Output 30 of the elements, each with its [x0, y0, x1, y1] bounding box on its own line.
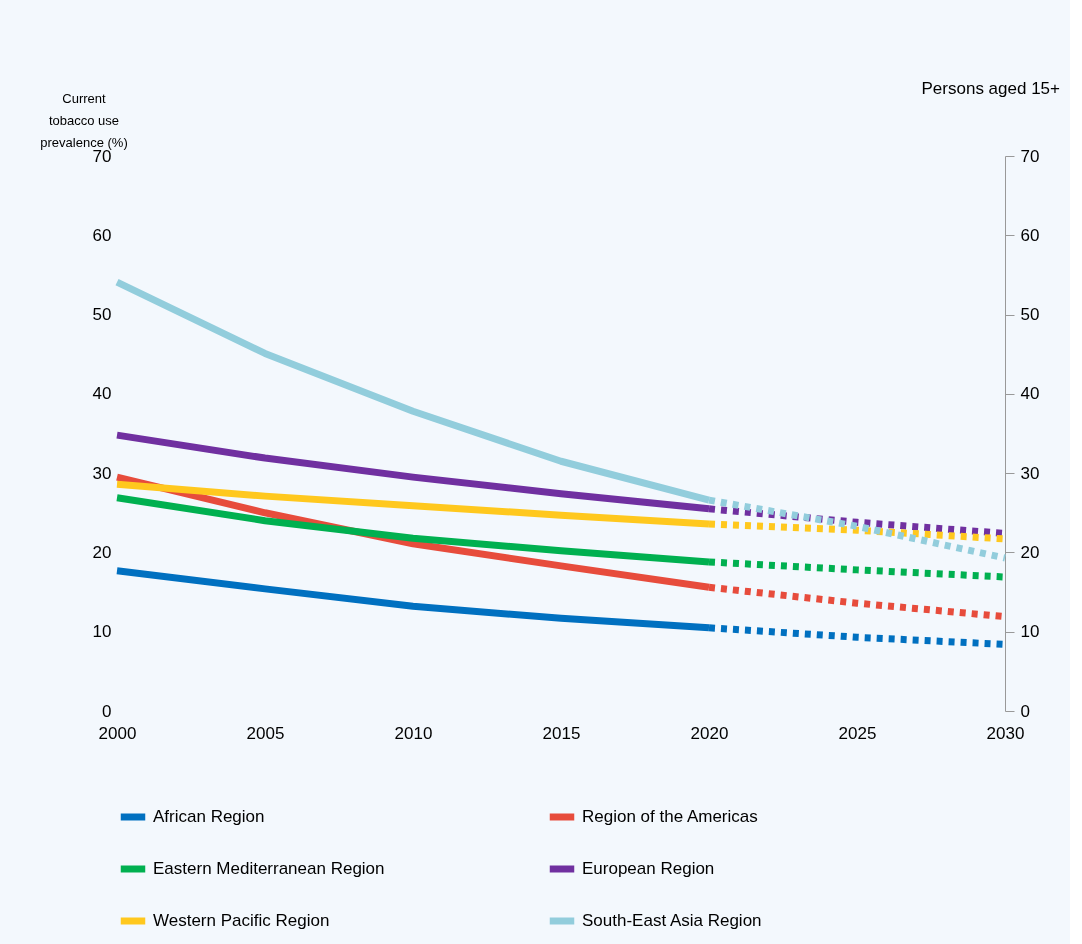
y2-tick-label: 40 — [1020, 384, 1040, 404]
y2-tick-label: 20 — [1020, 542, 1040, 562]
y-tick-label: 60 — [92, 225, 112, 245]
x-tick-label: 2000 — [98, 723, 137, 743]
y-tick-label: 20 — [92, 542, 112, 562]
y-tick-label: 40 — [92, 384, 112, 404]
y2-tick-label: 0 — [1020, 701, 1030, 721]
legend-label: Region of the Americas — [582, 807, 758, 826]
legend-label: Eastern Mediterranean Region — [153, 859, 385, 878]
x-tick-label: 2025 — [838, 723, 877, 743]
y-tick-label: 30 — [92, 463, 112, 483]
y-tick-label: 50 — [92, 305, 112, 325]
x-tick-label: 2005 — [246, 723, 285, 743]
text: Persons aged 15+ — [921, 79, 1061, 98]
legend-label: African Region — [153, 807, 265, 826]
y-tick-label: 0 — [102, 701, 112, 721]
y2-tick-label: 60 — [1020, 225, 1040, 245]
y2-tick-label: 70 — [1020, 146, 1040, 166]
y2-tick-label: 30 — [1020, 463, 1040, 483]
y2-tick-label: 10 — [1020, 622, 1040, 642]
y-tick-label: 10 — [92, 622, 112, 642]
legend-label: European Region — [582, 859, 715, 878]
legend-label: South-East Asia Region — [582, 911, 762, 930]
x-tick-label: 2020 — [690, 723, 729, 743]
x-tick-label: 2015 — [542, 723, 581, 743]
y-axis-title: Current tobacco use prevalence (%) — [40, 91, 128, 150]
x-tick-label: 2010 — [394, 723, 433, 743]
legend-label: Western Pacific Region — [153, 911, 330, 930]
y2-tick-label: 50 — [1020, 305, 1040, 325]
x-tick-label: 2030 — [986, 723, 1025, 743]
